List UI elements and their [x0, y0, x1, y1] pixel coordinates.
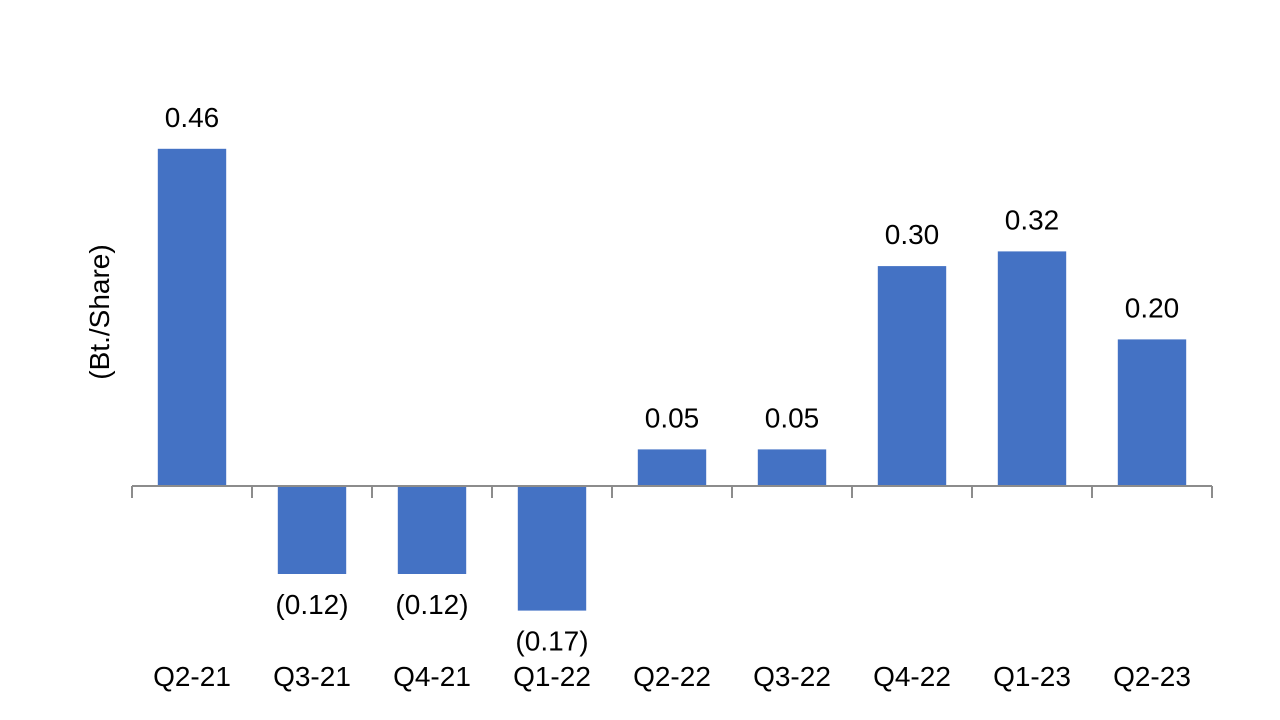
- bars-group: [157, 148, 1187, 611]
- bar-q2-21: [157, 148, 227, 487]
- bar-q1-22: [517, 486, 587, 611]
- y-axis-label: (Bt./Share): [84, 244, 115, 379]
- category-label-q1-23: Q1-23: [993, 661, 1071, 692]
- bar-q3-22: [757, 449, 827, 486]
- x-axis: [131, 485, 1213, 498]
- data-label-q1-22: (0.17): [515, 626, 588, 657]
- data-label-q3-21: (0.12): [275, 589, 348, 620]
- category-label-q4-21: Q4-21: [393, 661, 471, 692]
- data-labels-group: 0.46 (0.12) (0.12) (0.17) 0.05 0.05 0.30 0.32 0.…: [165, 102, 1180, 657]
- data-label-q4-21: (0.12): [395, 589, 468, 620]
- category-label-q4-22: Q4-22: [873, 661, 951, 692]
- category-label-q2-23: Q2-23: [1113, 661, 1191, 692]
- bar-q1-23: [997, 251, 1067, 486]
- category-label-q3-21: Q3-21: [273, 661, 351, 692]
- category-label-q2-22: Q2-22: [633, 661, 711, 692]
- data-label-q2-21: 0.46: [165, 102, 220, 133]
- bar-q3-21: [277, 486, 347, 574]
- data-label-q2-23: 0.20: [1125, 292, 1180, 323]
- bar-q4-21: [397, 486, 467, 574]
- data-label-q1-23: 0.32: [1005, 204, 1060, 235]
- data-label-q3-22: 0.05: [765, 402, 820, 433]
- bar-q4-22: [877, 266, 947, 486]
- data-label-q4-22: 0.30: [885, 219, 940, 250]
- category-label-q2-21: Q2-21: [153, 661, 231, 692]
- category-label-q1-22: Q1-22: [513, 661, 591, 692]
- bar-q2-23: [1117, 339, 1187, 486]
- data-label-q2-22: 0.05: [645, 402, 700, 433]
- category-label-q3-22: Q3-22: [753, 661, 831, 692]
- bar-q2-22: [637, 449, 707, 486]
- category-labels-group: Q2-21 Q3-21 Q4-21 Q1-22 Q2-22 Q3-22 Q4-22 Q1-23…: [153, 661, 1191, 692]
